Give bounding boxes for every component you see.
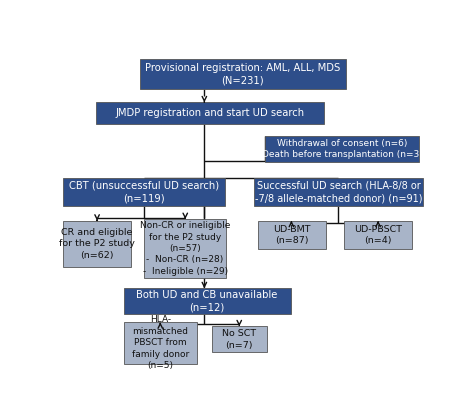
Text: Both UD and CB unavailable
(n=12): Both UD and CB unavailable (n=12): [137, 290, 278, 313]
Text: CBT (unsuccessful UD search)
(n=119): CBT (unsuccessful UD search) (n=119): [69, 181, 219, 204]
Text: No SCT
(n=7): No SCT (n=7): [222, 329, 256, 350]
FancyBboxPatch shape: [96, 103, 324, 124]
Text: Non-CR or ineligible
for the P2 study
(n=57)
-  Non-CR (n=28)
-  Ineligible (n=2: Non-CR or ineligible for the P2 study (n…: [140, 221, 230, 276]
FancyBboxPatch shape: [124, 322, 197, 363]
FancyBboxPatch shape: [144, 219, 227, 278]
Text: UD-BMT
(n=87): UD-BMT (n=87): [273, 225, 310, 245]
FancyBboxPatch shape: [63, 178, 225, 206]
Text: UD-PBSCT
(n=4): UD-PBSCT (n=4): [354, 225, 402, 245]
FancyBboxPatch shape: [124, 288, 291, 314]
FancyBboxPatch shape: [254, 178, 423, 206]
FancyBboxPatch shape: [140, 59, 346, 89]
FancyBboxPatch shape: [212, 326, 267, 352]
FancyBboxPatch shape: [63, 221, 131, 267]
Text: CR and eligible
for the P2 study
(n=62): CR and eligible for the P2 study (n=62): [59, 228, 135, 260]
FancyBboxPatch shape: [344, 221, 412, 249]
Text: Withdrawal of consent (n=6)
Death before transplantation (n=3): Withdrawal of consent (n=6) Death before…: [262, 139, 422, 159]
FancyBboxPatch shape: [258, 221, 326, 249]
Text: Successful UD search (HLA-8/8 or
-7/8 allele-matched donor) (n=91): Successful UD search (HLA-8/8 or -7/8 al…: [255, 181, 422, 204]
Text: Provisional registration: AML, ALL, MDS
(N=231): Provisional registration: AML, ALL, MDS …: [146, 63, 340, 85]
FancyBboxPatch shape: [265, 136, 419, 162]
Text: HLA-
mismatched
PBSCT from
family donor
(n=5): HLA- mismatched PBSCT from family donor …: [132, 316, 189, 370]
Text: JMDP registration and start UD search: JMDP registration and start UD search: [115, 108, 304, 118]
